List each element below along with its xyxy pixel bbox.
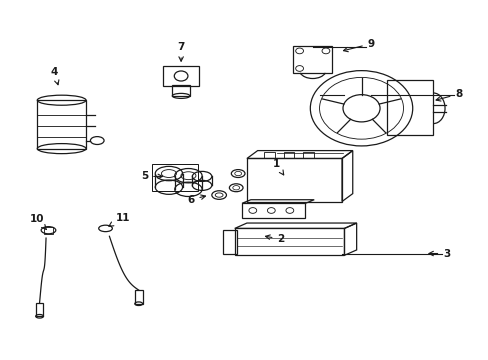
Bar bbox=[293, 46, 331, 73]
Bar bbox=[36, 303, 43, 316]
Text: 8: 8 bbox=[435, 89, 462, 101]
Bar bbox=[303, 152, 313, 158]
Bar bbox=[172, 85, 189, 96]
Text: 11: 11 bbox=[109, 213, 130, 226]
Bar bbox=[152, 164, 198, 191]
Text: 9: 9 bbox=[343, 39, 374, 52]
Text: 7: 7 bbox=[177, 42, 184, 61]
Bar bbox=[135, 290, 142, 304]
Bar bbox=[222, 230, 237, 253]
Bar bbox=[43, 227, 53, 234]
Bar bbox=[37, 100, 86, 149]
Text: 4: 4 bbox=[51, 67, 59, 85]
Bar bbox=[283, 152, 294, 158]
Bar bbox=[242, 203, 305, 218]
Text: 2: 2 bbox=[265, 234, 284, 244]
Text: 3: 3 bbox=[428, 248, 449, 258]
Bar bbox=[264, 152, 274, 158]
Text: 5: 5 bbox=[141, 171, 162, 181]
Text: 6: 6 bbox=[187, 195, 205, 205]
Bar bbox=[386, 80, 432, 135]
Text: 10: 10 bbox=[30, 215, 46, 230]
Bar bbox=[163, 66, 199, 86]
Text: 1: 1 bbox=[272, 159, 283, 175]
